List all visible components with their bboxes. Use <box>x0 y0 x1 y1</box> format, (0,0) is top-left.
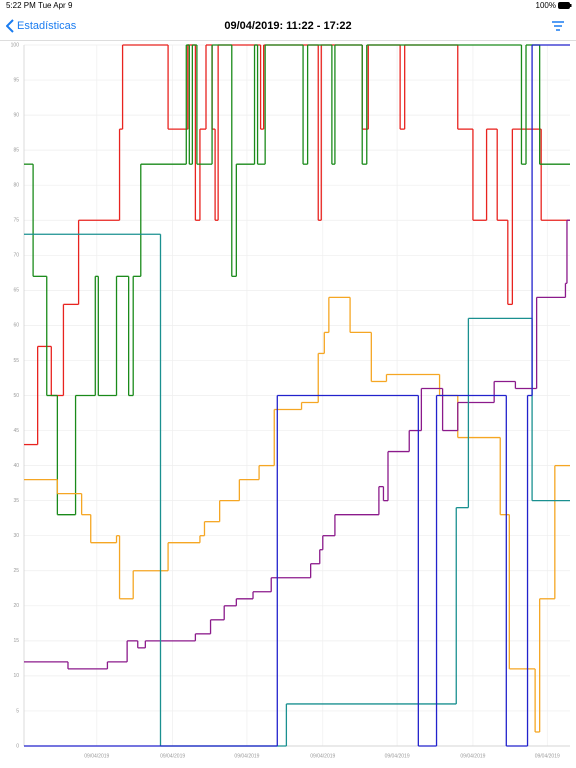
y-tick-label: 50 <box>13 393 19 399</box>
battery-icon <box>558 2 572 9</box>
y-tick-label: 10 <box>13 673 19 679</box>
y-tick-label: 60 <box>13 323 19 329</box>
nav-title: 09/04/2019: 11:22 - 17:22 <box>224 20 352 32</box>
filter-button[interactable] <box>552 21 564 31</box>
battery-level: 100% <box>535 1 556 10</box>
y-tick-label: 15 <box>13 638 19 644</box>
date: Tue Apr 9 <box>38 1 73 10</box>
x-tick-label: 09/04/2019 <box>160 753 185 759</box>
y-tick-label: 75 <box>13 218 19 224</box>
back-button[interactable]: Estadísticas <box>17 20 77 32</box>
y-tick-label: 5 <box>16 708 19 714</box>
x-tick-label: 09/04/2019 <box>234 753 259 759</box>
x-tick-label: 09/04/2019 <box>535 753 560 759</box>
y-tick-label: 85 <box>13 147 19 153</box>
y-tick-label: 20 <box>13 603 19 609</box>
y-tick-label: 40 <box>13 463 19 469</box>
x-tick-label: 09/04/2019 <box>460 753 485 759</box>
y-tick-label: 100 <box>11 42 20 48</box>
y-tick-label: 65 <box>13 288 19 294</box>
back-chevron[interactable] <box>6 19 14 33</box>
x-tick-label: 09/04/2019 <box>84 753 109 759</box>
x-tick-label: 09/04/2019 <box>385 753 410 759</box>
nav-bar: Estadísticas 09/04/2019: 11:22 - 17:22 <box>0 12 576 41</box>
time: 5:22 PM <box>6 1 36 10</box>
y-tick-label: 0 <box>16 743 19 749</box>
y-tick-label: 55 <box>13 358 19 364</box>
y-tick-label: 45 <box>13 428 19 434</box>
y-tick-label: 95 <box>13 77 19 83</box>
y-tick-label: 80 <box>13 183 19 189</box>
x-tick-label: 09/04/2019 <box>310 753 335 759</box>
status-bar: 5:22 PM Tue Apr 9 100% <box>0 0 576 12</box>
y-tick-label: 25 <box>13 568 19 574</box>
y-tick-label: 90 <box>13 112 19 118</box>
y-tick-label: 35 <box>13 498 19 504</box>
y-tick-label: 70 <box>13 253 19 259</box>
y-tick-label: 30 <box>13 533 19 539</box>
